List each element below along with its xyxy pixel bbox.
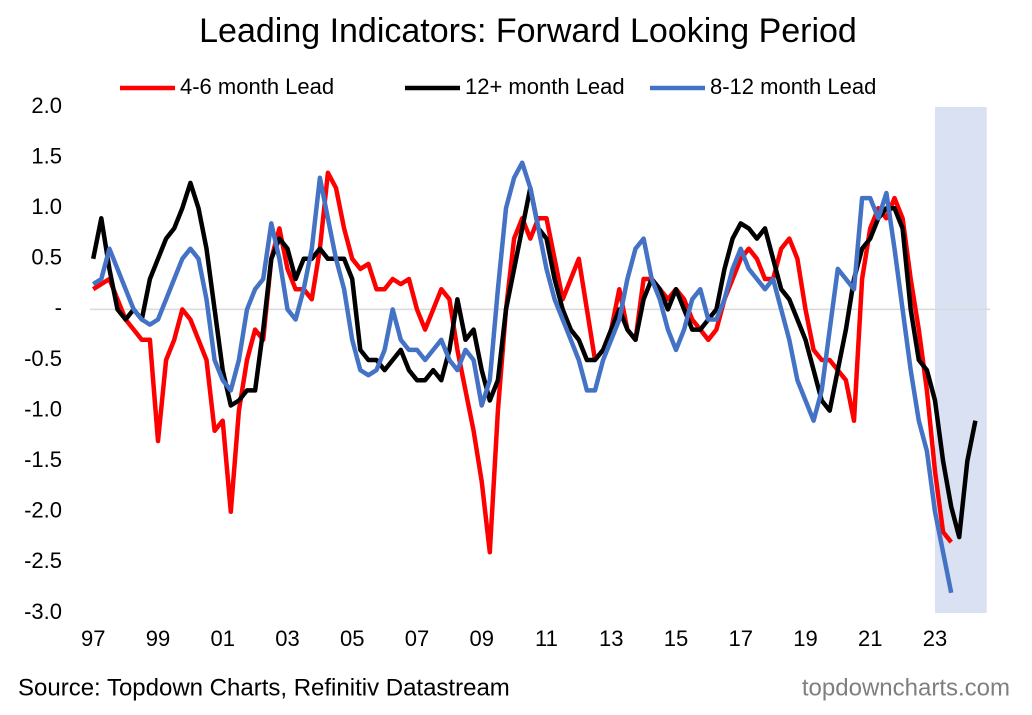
legend-label: 12+ month Lead — [465, 74, 625, 99]
x-tick-label: 15 — [664, 626, 688, 651]
chart-title: Leading Indicators: Forward Looking Peri… — [199, 12, 857, 50]
x-tick-label: 01 — [210, 626, 234, 651]
y-tick-label: 1.5 — [31, 143, 62, 168]
x-tick-label: 19 — [793, 626, 817, 651]
source: Source: Topdown Charts, Refinitiv Datast… — [18, 674, 510, 701]
x-tick-label: 03 — [275, 626, 299, 651]
y-tick-label: -1.0 — [24, 396, 62, 421]
y-tick-label: - — [55, 295, 62, 320]
legend-label: 4-6 month Lead — [180, 74, 334, 99]
legend-label: 8-12 month Lead — [710, 74, 876, 99]
y-tick-label: -2.0 — [24, 498, 62, 523]
y-tick-label: -3.0 — [24, 599, 62, 624]
watermark: topdowncharts.com — [802, 674, 1010, 701]
x-tick-label: 97 — [81, 626, 105, 651]
x-tick-label: 09 — [469, 626, 493, 651]
x-tick-label: 17 — [728, 626, 752, 651]
x-tick-label: 11 — [535, 626, 558, 651]
x-tick-label: 07 — [405, 626, 429, 651]
y-tick-label: -2.5 — [24, 548, 62, 573]
x-tick-label: 23 — [923, 626, 947, 651]
y-tick-label: -0.5 — [24, 346, 62, 371]
x-tick-label: 05 — [340, 626, 364, 651]
x-tick-label: 13 — [599, 626, 623, 651]
x-tick-label: 99 — [146, 626, 170, 651]
x-tick-label: 21 — [858, 626, 882, 651]
y-tick-label: 0.5 — [31, 245, 62, 270]
y-tick-label: 2.0 — [31, 93, 62, 118]
series-line — [90, 180, 978, 540]
y-tick-label: -1.5 — [24, 447, 62, 472]
series-line — [92, 160, 954, 594]
y-tick-label: 1.0 — [31, 194, 62, 219]
